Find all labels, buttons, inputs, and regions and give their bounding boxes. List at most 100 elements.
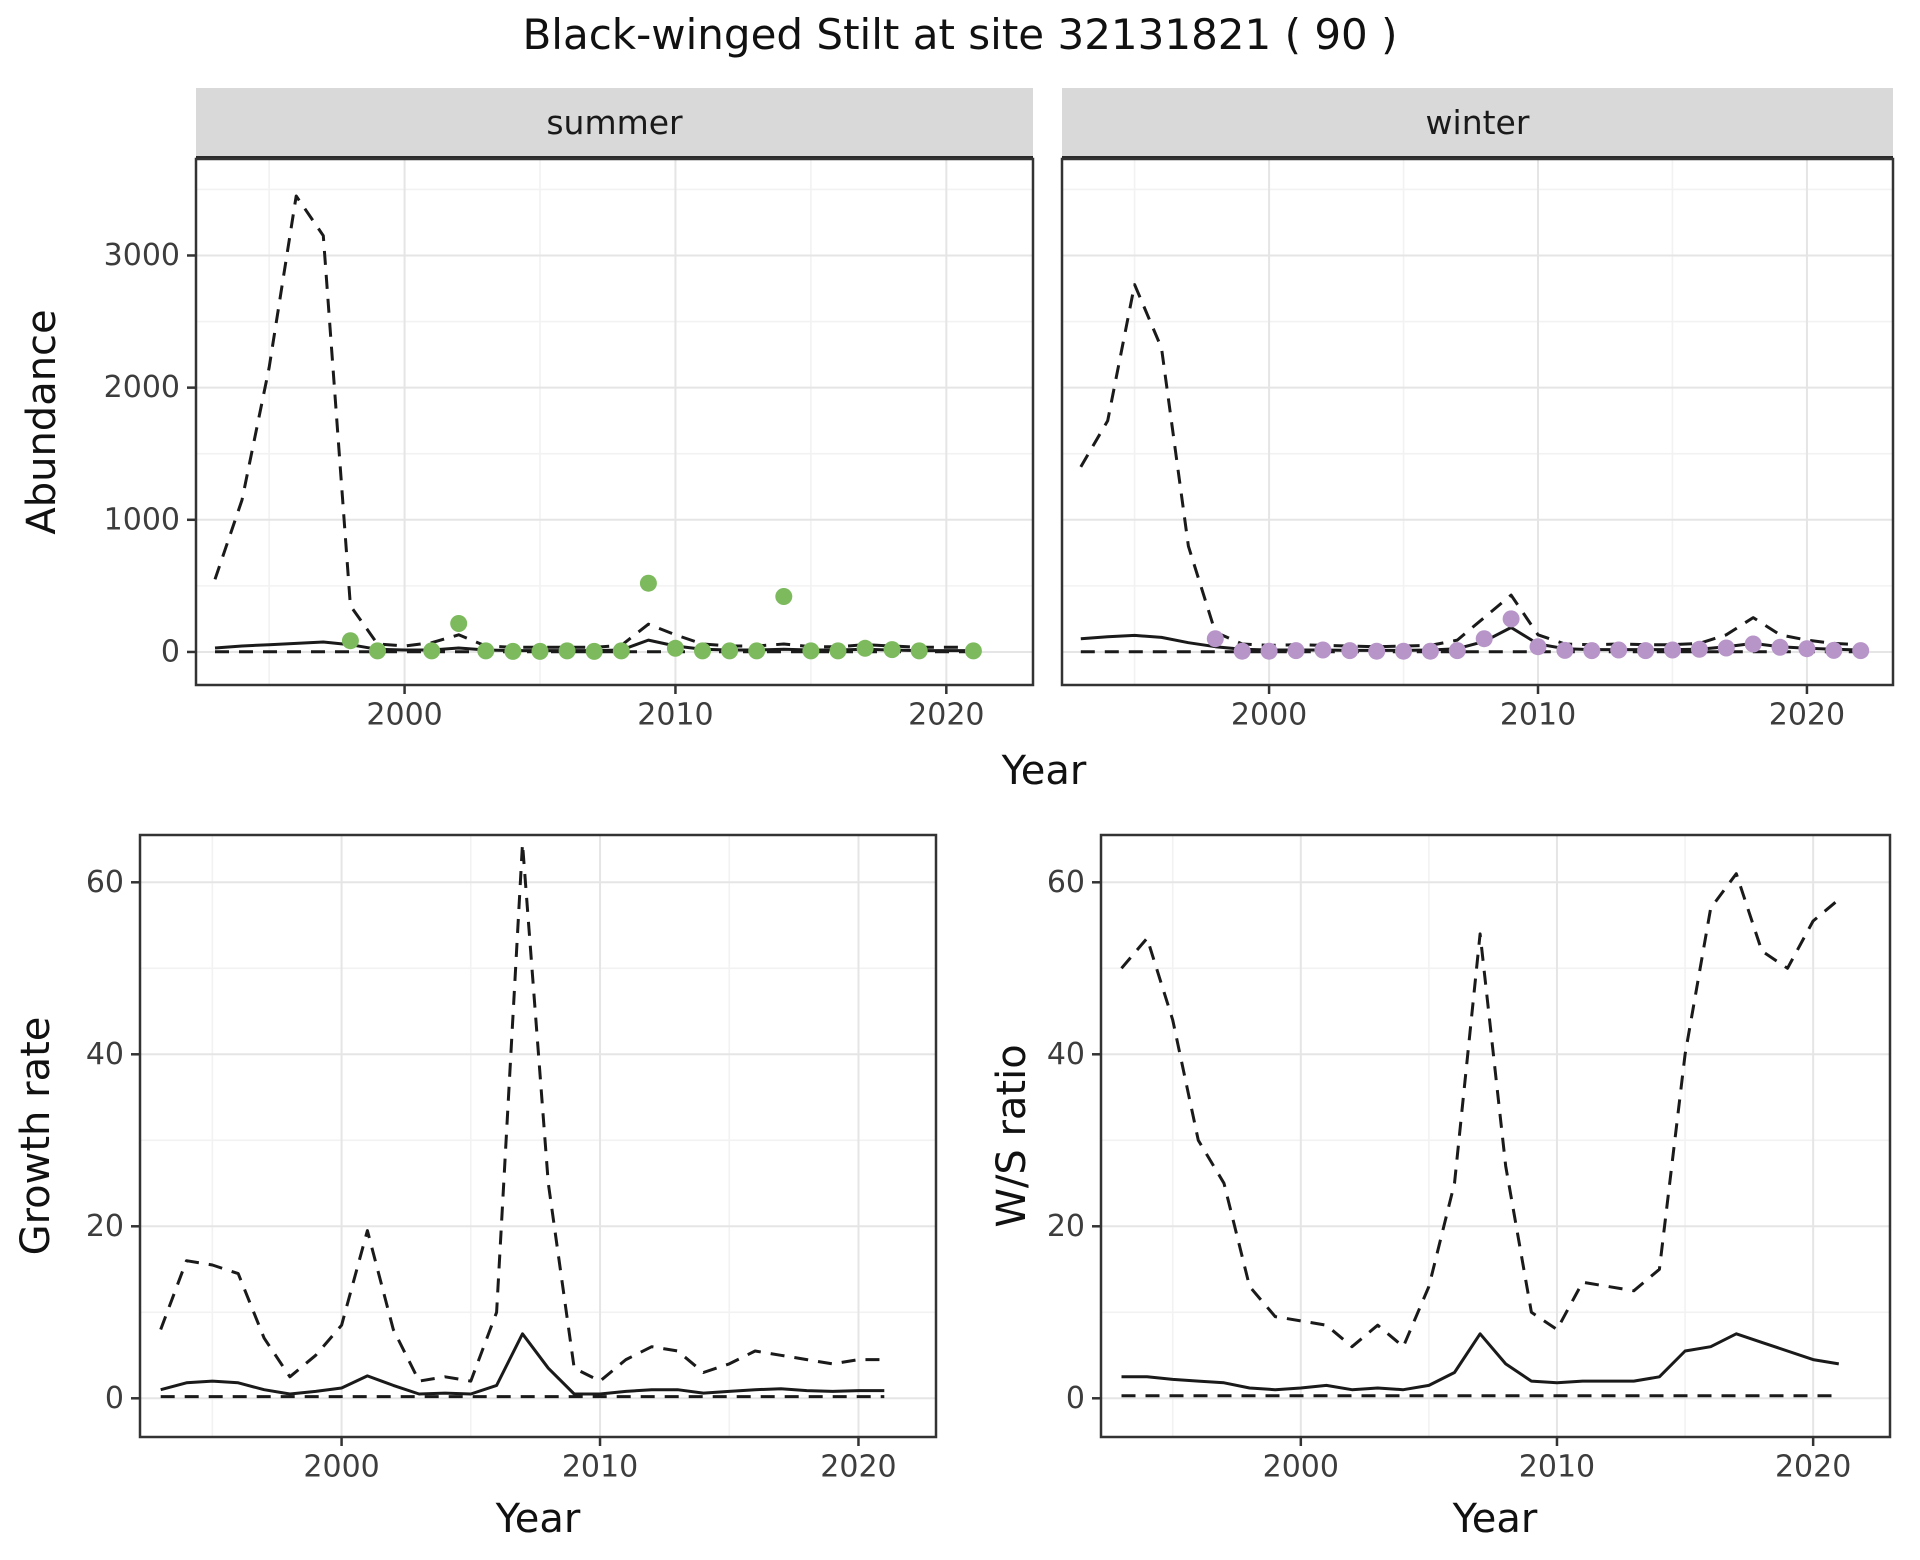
observation-point bbox=[477, 642, 495, 660]
observation-point bbox=[531, 642, 549, 660]
ws-ratio-upper-ci-line bbox=[1120, 872, 1840, 1349]
y-tick-label: 3000 bbox=[104, 238, 180, 273]
y-tick-label: 20 bbox=[86, 1209, 124, 1244]
y-tick-label: 60 bbox=[86, 865, 124, 900]
y-axis-label-growth-rate: Growth rate bbox=[13, 1016, 59, 1256]
observation-point bbox=[1529, 638, 1547, 656]
observation-point bbox=[1852, 642, 1870, 660]
facet-label-summer: summer bbox=[546, 102, 683, 142]
observation-point bbox=[1395, 642, 1412, 660]
x-tick-label: 2000 bbox=[366, 698, 442, 733]
panel-border bbox=[1060, 157, 1895, 687]
panel-growth-rate: 2000 2010 2020 0 20 40 60 bbox=[86, 833, 938, 1485]
observation-point bbox=[1798, 640, 1816, 658]
observation-point bbox=[910, 642, 928, 660]
observation-point bbox=[1314, 641, 1332, 659]
panel-border bbox=[138, 833, 938, 1439]
observation-point bbox=[1448, 642, 1466, 660]
observation-point bbox=[1825, 641, 1843, 659]
x-axis-label-year-growth: Year bbox=[495, 1496, 581, 1542]
observation-point bbox=[1744, 635, 1762, 653]
observation-point bbox=[369, 642, 386, 660]
panel-background bbox=[1101, 835, 1890, 1437]
observation-point bbox=[775, 588, 793, 605]
x-tick-label: 2020 bbox=[1775, 1450, 1851, 1485]
y-tick-label: 20 bbox=[1047, 1209, 1085, 1244]
panel-border bbox=[1099, 833, 1892, 1439]
x-tick-label: 2000 bbox=[1231, 698, 1307, 733]
abundance-summer-observation-points bbox=[341, 574, 982, 660]
facet-strip-winter: winter bbox=[1062, 88, 1893, 159]
facet-label-winter: winter bbox=[1425, 102, 1530, 142]
x-tick-label: 2010 bbox=[1519, 1450, 1595, 1485]
x-tick-label: 2000 bbox=[303, 1450, 379, 1485]
chart-title: Black-winged Stilt at site 32131821 ( 90… bbox=[522, 10, 1398, 59]
observation-point bbox=[450, 615, 468, 632]
observation-point bbox=[1556, 641, 1574, 659]
observation-point bbox=[423, 642, 441, 660]
panel-background bbox=[140, 835, 936, 1437]
observation-point bbox=[1421, 642, 1439, 660]
y-tick-label: 1000 bbox=[104, 502, 180, 537]
growth-rate-estimate-line bbox=[160, 1332, 885, 1396]
panel-border bbox=[194, 157, 1035, 687]
observation-point bbox=[748, 642, 766, 660]
y-tick-label: 0 bbox=[1066, 1381, 1085, 1416]
x-tick-label: 2020 bbox=[1769, 698, 1845, 733]
y-tick-label: 0 bbox=[105, 1381, 124, 1416]
x-tick-label: 2000 bbox=[1263, 1450, 1339, 1485]
y-tick-label: 60 bbox=[1047, 865, 1085, 900]
observation-point bbox=[1771, 638, 1789, 656]
observation-point bbox=[856, 639, 874, 657]
observation-point bbox=[964, 642, 982, 660]
observation-point bbox=[639, 574, 657, 592]
observation-point bbox=[1690, 640, 1708, 658]
observation-point bbox=[1233, 642, 1251, 660]
observation-point bbox=[666, 639, 684, 657]
observation-point bbox=[694, 642, 711, 660]
observation-point bbox=[1664, 641, 1681, 659]
observation-point bbox=[341, 632, 359, 650]
x-tick-label: 2010 bbox=[1500, 698, 1576, 733]
observation-point bbox=[1368, 642, 1386, 660]
observation-point bbox=[1206, 630, 1224, 648]
observation-point bbox=[883, 641, 901, 659]
observation-point bbox=[504, 642, 522, 660]
growth-rate-upper-ci-line bbox=[159, 842, 885, 1383]
observation-point bbox=[1341, 642, 1359, 660]
panel-abundance-winter: 2000 2010 2020 bbox=[1060, 157, 1895, 733]
observation-point bbox=[1475, 630, 1493, 648]
observation-point bbox=[1260, 642, 1278, 660]
observation-point bbox=[612, 642, 630, 660]
observation-point bbox=[829, 642, 847, 660]
observation-point bbox=[802, 642, 820, 660]
x-axis-label-year-ws: Year bbox=[1452, 1496, 1538, 1542]
observation-point bbox=[721, 642, 739, 660]
y-tick-label: 2000 bbox=[104, 370, 180, 405]
y-axis-label-ws-ratio: W/S ratio bbox=[989, 1044, 1035, 1228]
y-tick-label: 0 bbox=[161, 634, 180, 669]
x-tick-label: 2020 bbox=[820, 1450, 896, 1485]
observation-point bbox=[1637, 642, 1655, 660]
abundance-winter-observation-points bbox=[1206, 610, 1870, 660]
observation-point bbox=[1610, 641, 1628, 659]
x-tick-label: 2010 bbox=[637, 698, 713, 733]
observation-point bbox=[585, 642, 603, 660]
panel-background bbox=[196, 159, 1033, 685]
abundance-winter-upper-ci-line bbox=[1079, 283, 1861, 649]
observation-point bbox=[1287, 642, 1305, 660]
x-tick-label: 2010 bbox=[562, 1450, 638, 1485]
facet-strip-summer: summer bbox=[196, 88, 1033, 159]
panel-abundance-summer: 2000 2010 2020 0 1000 2000 3000 bbox=[104, 157, 1035, 733]
x-axis-label-year-top: Year bbox=[1001, 748, 1087, 794]
y-tick-label: 40 bbox=[86, 1037, 124, 1072]
panel-ws-ratio: 2000 2010 2020 0 20 40 60 bbox=[1047, 833, 1892, 1485]
ws-ratio-estimate-line bbox=[1121, 1332, 1840, 1392]
y-axis-label-abundance: Abundance bbox=[19, 309, 65, 535]
y-tick-label: 40 bbox=[1047, 1037, 1085, 1072]
observation-point bbox=[558, 642, 576, 660]
observation-point bbox=[1502, 610, 1520, 628]
observation-point bbox=[1583, 642, 1601, 660]
panel-background bbox=[1062, 159, 1893, 685]
x-tick-label: 2020 bbox=[908, 698, 984, 733]
